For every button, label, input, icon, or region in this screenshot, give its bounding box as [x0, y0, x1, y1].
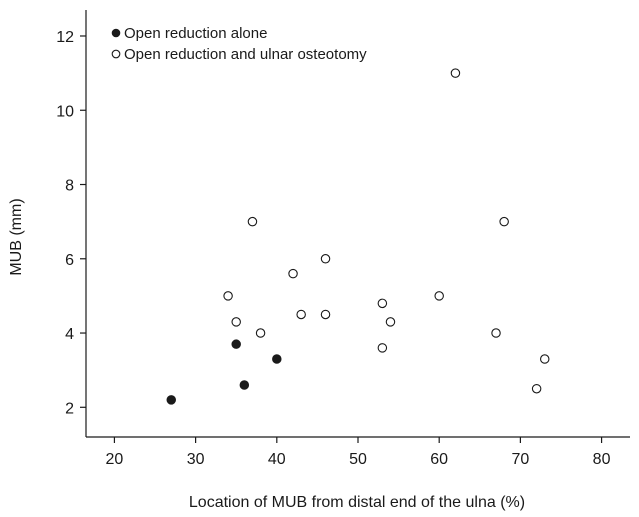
x-tick-label: 50: [349, 451, 367, 468]
data-point-open-reduction-and-ulnar-osteotomy: [223, 291, 233, 301]
legend-label-series-1: Open reduction alone: [124, 25, 267, 42]
data-point-open-reduction-and-ulnar-osteotomy: [450, 68, 461, 78]
data-point-open-reduction-alone: [231, 339, 241, 349]
data-point-open-reduction-alone: [272, 354, 282, 364]
data-point-open-reduction-and-ulnar-osteotomy: [255, 328, 266, 338]
axes: [85, 10, 630, 438]
y-tick-label: 12: [56, 29, 74, 46]
x-axis-title: Location of MUB from distal end of the u…: [189, 494, 525, 511]
data-point-open-reduction-alone: [166, 395, 177, 405]
x-tick-label: 40: [268, 451, 286, 468]
y-tick-label: 6: [65, 252, 74, 269]
legend-label-series-2: Open reduction and ulnar osteotomy: [124, 46, 367, 63]
x-tick-label: 30: [187, 451, 205, 468]
x-tick-label: 70: [511, 451, 529, 468]
y-tick-label: 10: [56, 103, 74, 120]
data-points: [166, 68, 550, 405]
data-point-open-reduction-and-ulnar-osteotomy: [247, 216, 258, 227]
x-tick-label: 60: [430, 451, 448, 468]
legend: Open reduction alone Open reduction and …: [111, 25, 367, 63]
y-tick-label: 4: [65, 326, 74, 343]
legend-item-open-reduction-alone: Open reduction alone: [111, 25, 267, 42]
y-tick-label: 2: [65, 400, 74, 417]
legend-marker-open-circle: [111, 49, 121, 59]
x-ticks: 20 30 40 50 60 70 80: [106, 437, 611, 468]
data-point-open-reduction-and-ulnar-osteotomy: [385, 317, 396, 327]
x-tick-label: 20: [106, 451, 124, 468]
data-point-open-reduction-and-ulnar-osteotomy: [377, 343, 388, 353]
data-point-open-reduction-and-ulnar-osteotomy: [377, 298, 388, 309]
data-point-open-reduction-and-ulnar-osteotomy: [499, 216, 509, 227]
data-point-open-reduction-and-ulnar-osteotomy: [296, 309, 306, 320]
data-point-open-reduction-and-ulnar-osteotomy: [320, 309, 331, 320]
y-ticks: 2 4 6 8 10 12: [56, 29, 86, 417]
data-point-open-reduction-and-ulnar-osteotomy: [531, 383, 542, 394]
legend-item-open-reduction-and-ulnar-osteotomy: Open reduction and ulnar osteotomy: [111, 46, 367, 63]
y-tick-label: 8: [65, 178, 74, 195]
data-point-open-reduction-and-ulnar-osteotomy: [539, 354, 550, 364]
legend-marker-filled-circle: [111, 28, 121, 38]
data-point-open-reduction-and-ulnar-osteotomy: [491, 328, 501, 338]
data-point-open-reduction-and-ulnar-osteotomy: [320, 254, 331, 264]
data-point-open-reduction-alone: [239, 380, 250, 390]
x-tick-label: 80: [593, 451, 611, 468]
y-axis-title: MUB (mm): [8, 198, 25, 275]
data-point-open-reduction-and-ulnar-osteotomy: [434, 291, 444, 301]
data-point-open-reduction-and-ulnar-osteotomy: [288, 268, 298, 279]
data-point-open-reduction-and-ulnar-osteotomy: [231, 317, 241, 327]
